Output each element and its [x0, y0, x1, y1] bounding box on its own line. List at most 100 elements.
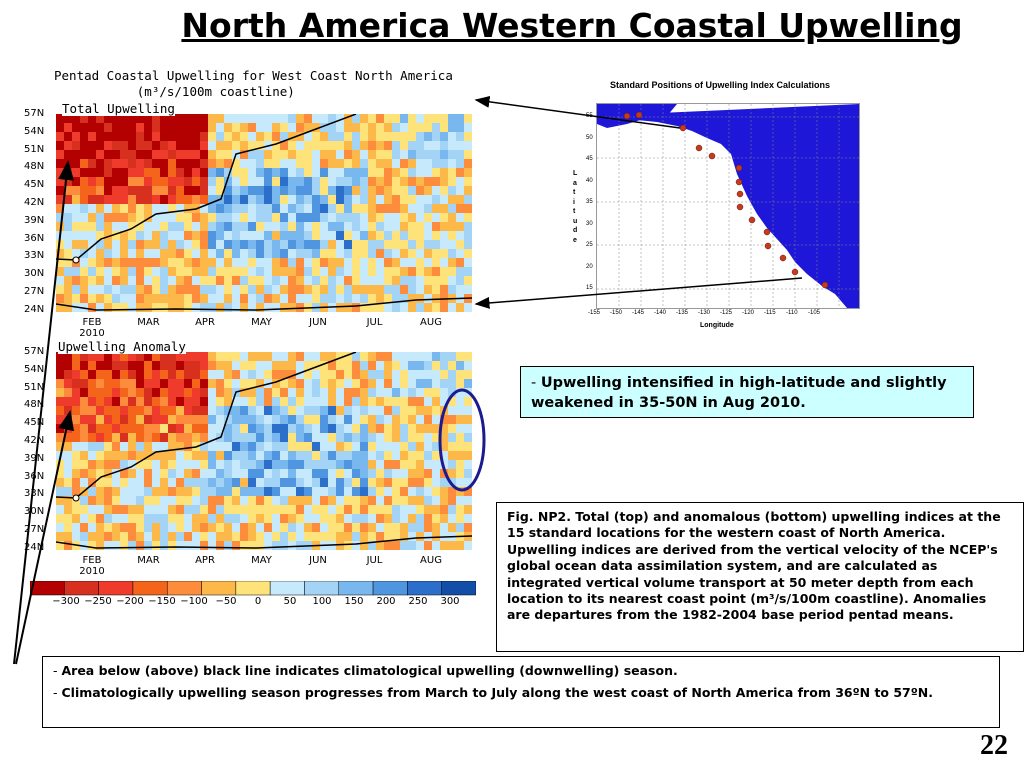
heatmap-cell: [312, 496, 321, 506]
map-grid: [597, 104, 859, 308]
heatmap-cell: [160, 469, 169, 479]
heatmap-cell: [320, 249, 329, 259]
heatmap-cell: [256, 478, 265, 488]
heatmap-cell: [448, 213, 457, 223]
heatmap-cell: [104, 195, 113, 205]
heatmap-cell: [400, 276, 409, 286]
heatmap-cell: [336, 433, 345, 443]
heatmap-cell: [440, 258, 449, 268]
heatmap-cell: [184, 195, 193, 205]
heatmap-cell: [328, 222, 337, 232]
heatmap-cell: [272, 397, 281, 407]
heatmap-cell: [64, 478, 73, 488]
heatmap-cell: [248, 276, 257, 286]
heatmap-cell: [160, 532, 169, 542]
heatmap-cell: [160, 523, 169, 533]
map-lat-tick: 50: [586, 134, 593, 141]
heatmap-cell: [264, 442, 273, 452]
heatmap-cell: [368, 168, 377, 178]
heatmap-cell: [288, 204, 297, 214]
heatmap-cell: [136, 523, 145, 533]
heatmap-cell: [216, 352, 225, 362]
heatmap-cell: [72, 406, 81, 416]
heatmap-cell: [184, 294, 193, 304]
heatmap-cell: [464, 123, 473, 133]
heatmap-cell: [136, 433, 145, 443]
map-ylabel-letter: u: [573, 217, 578, 225]
heatmap-cell: [464, 195, 473, 205]
heatmap-cell: [104, 514, 113, 524]
heatmap-cell: [192, 523, 201, 533]
heatmap-cell: [464, 258, 473, 268]
upwelling-station-point: [821, 281, 829, 289]
heatmap-cell: [272, 388, 281, 398]
heatmap-cell: [456, 177, 465, 187]
heatmap-cell: [64, 213, 73, 223]
heatmap-cell: [248, 141, 257, 151]
heatmap-cell: [312, 361, 321, 371]
map-lat-tick: 30: [586, 220, 593, 227]
heatmap-cell: [448, 159, 457, 169]
heatmap-cell: [208, 379, 217, 389]
heatmap-cell: [344, 478, 353, 488]
heatmap-cell: [392, 424, 401, 434]
heatmap-cell: [240, 370, 249, 380]
heatmap-cell: [400, 114, 409, 124]
heatmap-cell: [112, 303, 121, 313]
heatmap-cell: [464, 505, 473, 515]
heatmap-cell: [232, 267, 241, 277]
heatmap-cell: [272, 469, 281, 479]
heatmap-cell: [296, 231, 305, 241]
heatmap-cell: [200, 487, 209, 497]
map-lon-tick: -120: [742, 310, 755, 316]
colorbar-swatch: [304, 581, 340, 596]
heatmap-cell: [336, 487, 345, 497]
heatmap-cell: [208, 487, 217, 497]
heatmap-cell: [360, 451, 369, 461]
heatmap-cell: [184, 352, 193, 362]
heatmap-cell: [248, 240, 257, 250]
heatmap-cell: [304, 406, 313, 416]
heatmap-cell: [184, 114, 193, 124]
heatmap-cell: [144, 397, 153, 407]
heatmap-cell: [264, 303, 273, 313]
heatmap-cell: [360, 361, 369, 371]
heatmap-cell: [224, 505, 233, 515]
heatmap-cell: [176, 388, 185, 398]
heatmap-cell: [184, 541, 193, 551]
heatmap-cell: [208, 168, 217, 178]
heatmap-cell: [96, 505, 105, 515]
heatmap-cell: [424, 514, 433, 524]
heatmap-cell: [320, 388, 329, 398]
heatmap-cell: [304, 460, 313, 470]
heatmap-cell: [128, 231, 137, 241]
heatmap-cell: [288, 159, 297, 169]
map-lon-tick: -130: [698, 310, 711, 316]
heatmap-cell: [216, 285, 225, 295]
heatmap-cell: [376, 294, 385, 304]
heatmap-cell: [176, 258, 185, 268]
heatmap-cell: [368, 177, 377, 187]
heatmap-cell: [216, 186, 225, 196]
heatmap-cell: [280, 276, 289, 286]
heatmap-cell: [104, 487, 113, 497]
heatmap-cell: [320, 195, 329, 205]
upwelling-station-point: [764, 242, 772, 250]
map-svg: [597, 104, 859, 308]
heatmap-cell: [312, 195, 321, 205]
heatmap-cell: [152, 523, 161, 533]
heatmap-cell: [64, 114, 73, 124]
heatmap-cell: [344, 523, 353, 533]
heatmap-cell: [128, 267, 137, 277]
heatmap-cell: [424, 379, 433, 389]
heatmap-cell: [168, 132, 177, 142]
heatmap-cell: [416, 231, 425, 241]
heatmap-cell: [440, 523, 449, 533]
heatmap-cell: [64, 177, 73, 187]
heatmap-cell: [216, 379, 225, 389]
heatmap-cell: [144, 186, 153, 196]
heatmap-cell: [352, 150, 361, 160]
heatmap-cell: [304, 361, 313, 371]
heatmap-cell: [464, 424, 473, 434]
heatmap-cell: [128, 294, 137, 304]
